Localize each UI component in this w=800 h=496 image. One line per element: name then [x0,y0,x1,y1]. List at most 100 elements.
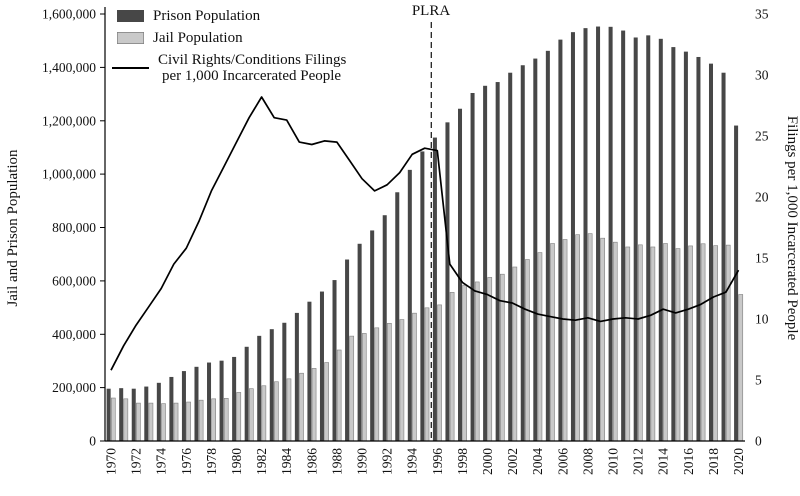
x-tick-label: 2002 [505,448,520,475]
prison-bar [382,215,387,441]
jail-bar [512,266,518,442]
jail-bar [725,244,731,442]
x-tick-label: 1970 [104,448,119,475]
jail-bar [274,381,279,442]
x-tick-label: 1974 [154,448,169,475]
left-tick-label: 1,200,000 [42,113,96,128]
jail-bar [700,243,706,442]
jail-bar [587,233,593,442]
prison-swatch [117,10,144,23]
prison-bar [671,47,676,442]
right-tick-label: 30 [755,68,769,83]
prison-bar [269,329,274,441]
jail-bar [487,277,493,442]
prison-bar [345,259,350,441]
x-tick-label: 1978 [204,448,219,475]
jail-bar [387,323,392,442]
jail-bar [738,294,744,442]
left-tick-label: 1,000,000 [42,167,96,182]
legend-label-jail: Jail Population [153,29,243,46]
jail-bar [600,237,606,442]
left-tick-label: 400,000 [52,327,96,342]
x-tick-label: 2016 [681,448,696,475]
left-tick-label: 800,000 [52,220,96,235]
prison-bar [432,137,437,441]
jail-bar [474,281,480,442]
jail-bar [110,397,116,442]
prison-bar [570,32,575,442]
prison-bar [508,72,513,442]
prison-bar [319,291,324,441]
prison-bar [219,360,224,441]
prison-bar [708,63,713,441]
prison-bar [144,386,149,441]
jail-bar [148,402,154,442]
jail-bar [625,246,631,442]
jail-bar [550,243,555,442]
prison-bar [357,243,362,441]
prison-bar [207,362,212,441]
prison-bar [420,151,425,441]
prison-bar [370,230,375,441]
prison-bar [106,388,111,441]
prison-bar [558,39,563,442]
jail-bar [650,246,656,442]
right-tick-label: 10 [755,312,769,327]
jail-bar [211,398,216,442]
prison-bar [119,388,124,441]
jail-bar [286,378,292,442]
jail-bar [136,402,141,442]
prison-bar [545,50,550,441]
prison-bar [721,72,726,442]
x-tick-label: 1998 [455,448,470,475]
prison-bar [244,346,249,441]
legend-label-filings-line2: per 1,000 Incarcerated People [162,68,342,85]
jail-bar [261,385,267,442]
prison-bar [646,35,651,441]
prison-bar [131,388,136,441]
right-tick-label: 20 [755,190,769,205]
x-tick-label: 1996 [430,448,445,475]
x-tick-label: 1972 [129,448,144,475]
prison-bar [533,58,538,441]
legend: Prison Population Jail Population Civil … [112,8,346,85]
x-tick-label: 2012 [631,448,646,475]
jail-bar [336,349,342,442]
x-tick-label: 2018 [706,448,721,475]
jail-bar [349,335,355,442]
x-tick-label: 1990 [355,448,370,475]
legend-item-filings: Civil Rights/Conditions Filings per 1,00… [112,52,346,86]
jail-swatch [117,32,144,45]
jail-bar [525,259,530,442]
jail-bar [562,239,568,442]
jail-bar [462,284,467,442]
prison-bar [169,376,174,441]
prison-bar [294,312,299,441]
jail-bar [499,273,505,442]
x-tick-label: 2010 [606,448,621,475]
x-tick-label: 2014 [656,448,671,475]
jail-bar [663,243,668,442]
jail-bar [311,368,317,442]
jail-bar [688,245,693,442]
jail-bar [361,333,367,442]
x-tick-label: 1986 [304,448,319,475]
prison-bar [282,322,287,441]
prison-bar [483,85,488,441]
x-tick-label: 2006 [555,448,570,475]
jail-bar [186,401,191,442]
x-tick-label: 2020 [731,448,746,475]
jail-bar [173,402,179,442]
prison-bar [495,82,500,442]
right-tick-label: 0 [755,434,762,449]
right-axis-title: Filings per 1,000 Incarcerated People [784,116,800,341]
prison-bar [683,51,688,441]
x-tick-label: 1980 [229,448,244,475]
prison-bar [181,371,186,441]
x-tick-label: 2000 [480,448,495,475]
right-tick-label: 25 [755,129,769,144]
right-tick-label: 35 [755,7,769,22]
prison-bar [332,280,337,441]
legend-label-filings: Civil Rights/Conditions Filings per 1,00… [158,52,346,86]
